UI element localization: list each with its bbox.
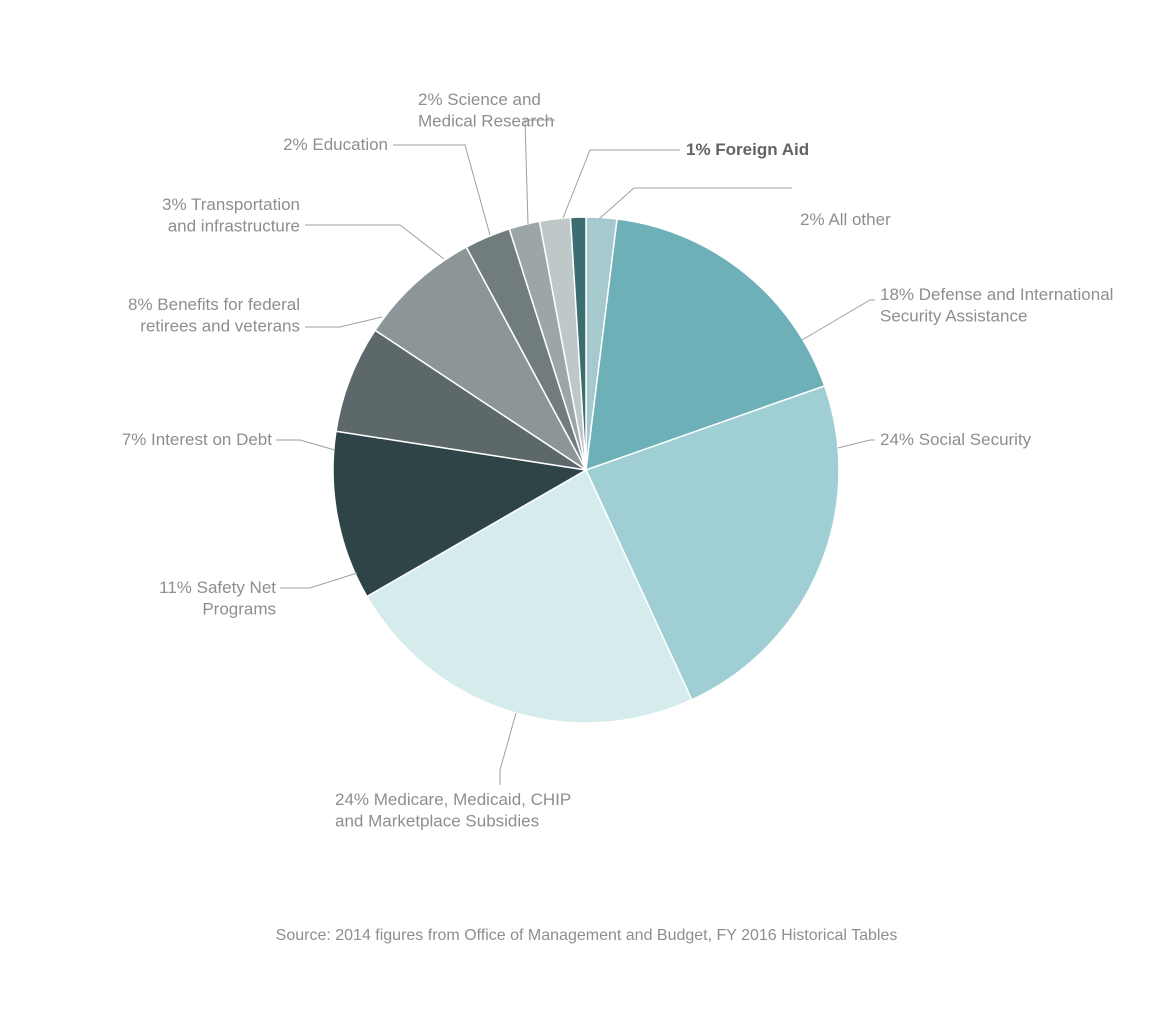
slice-label-all-other: 2% All other — [800, 210, 891, 229]
slice-label-social-security: 24% Social Security — [880, 430, 1032, 449]
source-caption: Source: 2014 figures from Office of Mana… — [276, 927, 898, 944]
budget-pie-chart: 2% All other18% Defense and Internationa… — [0, 0, 1173, 1024]
slice-label-interest-debt: 7% Interest on Debt — [122, 430, 273, 449]
slice-label-education: 2% Education — [283, 135, 388, 154]
slice-label-foreign-aid: 1% Foreign Aid — [686, 140, 809, 159]
